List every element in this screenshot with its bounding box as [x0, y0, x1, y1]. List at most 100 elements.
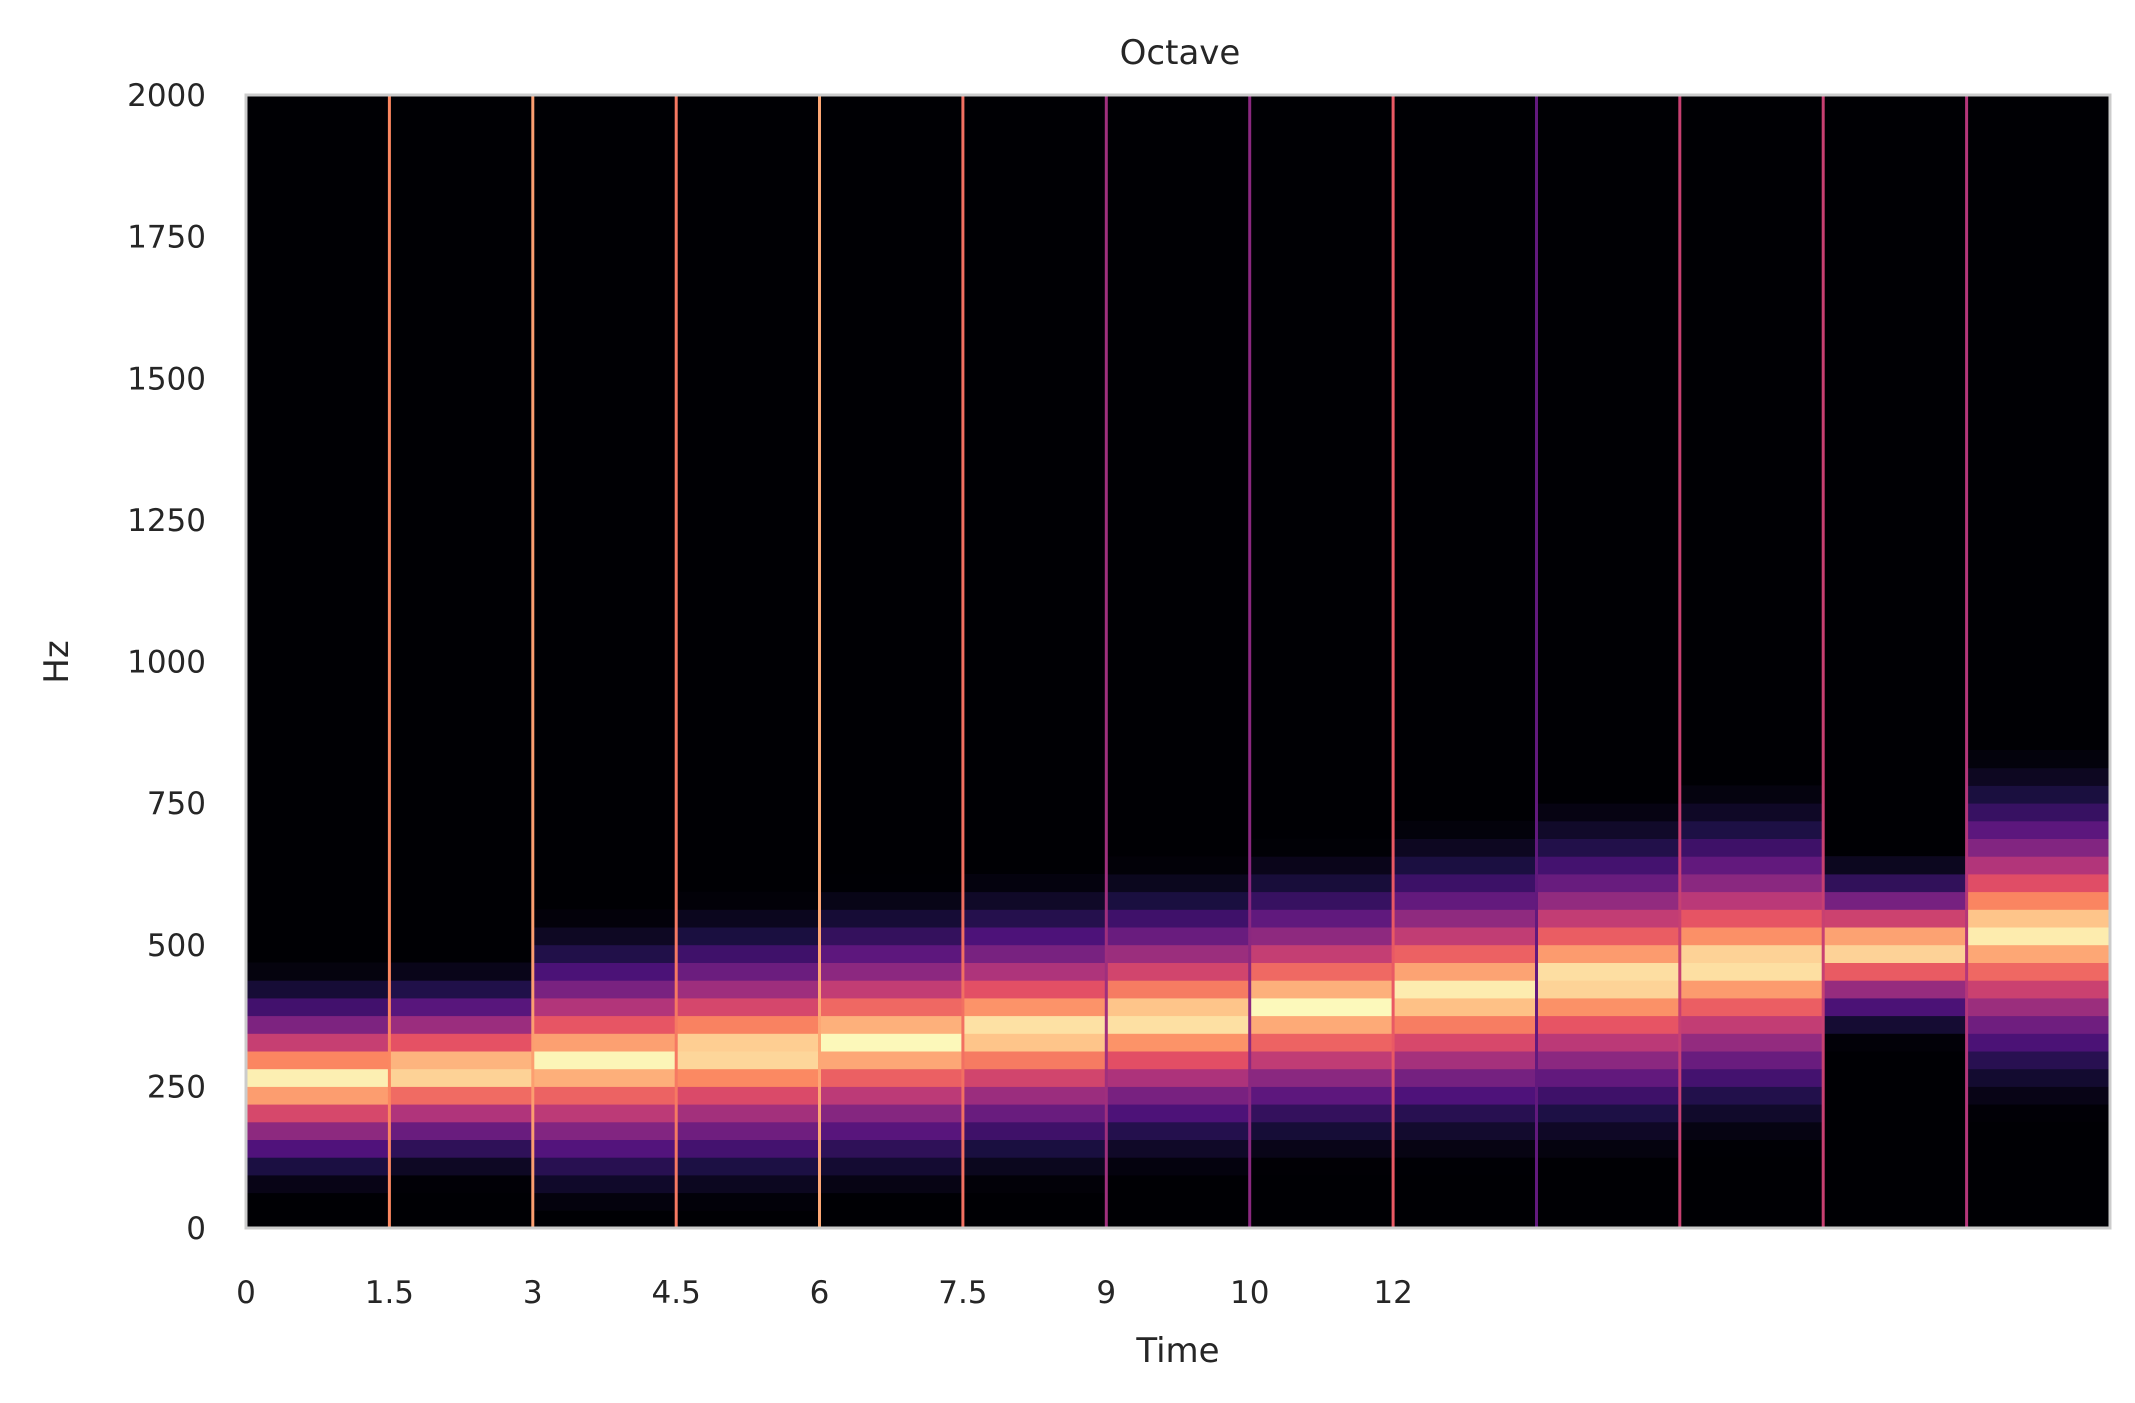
spectral-bin	[1823, 944, 1968, 963]
spectral-bin	[676, 962, 821, 981]
spectral-bin	[1249, 1015, 1394, 1034]
spectral-bin	[246, 1139, 390, 1158]
spectral-bin	[389, 1051, 534, 1070]
spectral-bin	[1393, 980, 1537, 999]
spectral-bin	[962, 1104, 1107, 1123]
spectral-bin	[1249, 997, 1394, 1017]
y-tick-label: 2000	[127, 78, 206, 114]
spectral-bin	[1393, 820, 1537, 839]
spectral-bin	[1679, 909, 1824, 928]
spectral-bin	[676, 1104, 821, 1123]
note-segment	[676, 891, 821, 1211]
spectral-bin	[246, 1068, 390, 1087]
spectral-bin	[246, 997, 390, 1017]
spectral-bin	[1106, 1068, 1251, 1087]
spectral-bin	[1679, 1068, 1824, 1087]
spectral-bin	[246, 1086, 390, 1105]
spectral-bin	[1966, 838, 2111, 857]
note-segment	[1106, 856, 1251, 1176]
spectral-bin	[676, 1121, 821, 1140]
spectral-bin	[1966, 980, 2111, 999]
spectral-bin	[1393, 1104, 1537, 1123]
spectral-bin	[819, 962, 964, 981]
note-segment	[962, 873, 1107, 1194]
spectral-bin	[676, 944, 821, 963]
spectral-bin	[1249, 980, 1394, 999]
spectral-bin	[819, 1139, 964, 1158]
spectral-bin	[1966, 909, 2111, 928]
spectral-bin	[1393, 891, 1537, 910]
spectral-bin	[532, 1015, 677, 1034]
spectral-bin	[532, 1139, 677, 1158]
spectral-bin	[1536, 838, 1681, 857]
spectral-bin	[1536, 927, 1681, 946]
y-tick-label: 1000	[127, 645, 206, 681]
spectral-bin	[676, 891, 821, 910]
spectral-bin	[1679, 980, 1824, 999]
spectral-bin	[1249, 891, 1394, 910]
spectral-bin	[1393, 1086, 1537, 1105]
spectral-bin	[1106, 1086, 1251, 1105]
spectral-bin	[246, 1121, 390, 1140]
spectral-bin	[1106, 944, 1251, 963]
y-axis-ticks: 0 250 500 750 1000 1250 1500 1750 2000	[127, 78, 206, 1247]
spectral-bin	[819, 997, 964, 1017]
spectral-bin	[676, 909, 821, 928]
spectral-bin	[1679, 1121, 1824, 1140]
spectral-bin	[1106, 873, 1251, 893]
spectral-bin	[819, 980, 964, 999]
spectral-bin	[1393, 856, 1537, 875]
spectral-bin	[1966, 1086, 2111, 1105]
spectral-bin	[532, 909, 677, 928]
spectral-bin	[1249, 873, 1394, 893]
spectral-bin	[1966, 1033, 2111, 1052]
spectral-bin	[1393, 1068, 1537, 1087]
spectral-bin	[1966, 997, 2111, 1017]
spectral-bin	[1536, 820, 1681, 839]
spectral-bin	[962, 1033, 1107, 1052]
spectral-bin	[1679, 1086, 1824, 1105]
spectral-bin	[246, 980, 390, 999]
spectral-bin	[1966, 927, 2111, 946]
spectral-bin	[819, 873, 964, 893]
note-segment	[532, 909, 677, 1211]
spectral-bin	[1679, 1051, 1824, 1070]
spectral-bin	[1966, 803, 2111, 822]
spectral-bin	[532, 1192, 677, 1211]
spectral-bin	[1679, 997, 1824, 1017]
spectral-bin	[389, 980, 534, 999]
spectral-bin	[676, 1015, 821, 1034]
spectral-bin	[1106, 1033, 1251, 1052]
spectral-bin	[1536, 1033, 1681, 1052]
spectral-bin	[389, 1157, 534, 1176]
spectral-bin	[1823, 856, 1968, 875]
x-tick-label: 0	[236, 1275, 256, 1311]
note-segment	[1393, 820, 1537, 1176]
x-tick-label: 12	[1373, 1275, 1412, 1311]
chart-title: Octave	[1120, 33, 1241, 73]
spectral-bin	[1249, 856, 1394, 875]
spectral-bin	[532, 1051, 677, 1070]
x-tick-label: 6	[810, 1275, 830, 1311]
spectral-bin	[1106, 1015, 1251, 1034]
spectral-bin	[1966, 944, 2111, 963]
spectral-bin	[1249, 1104, 1394, 1123]
spectral-bin	[1393, 944, 1537, 963]
spectral-bin	[819, 1174, 964, 1194]
spectral-bin	[1393, 1121, 1537, 1140]
spectral-bin	[389, 1015, 534, 1034]
spectral-bin	[1966, 1051, 2111, 1070]
spectral-bin	[1536, 1104, 1681, 1123]
spectral-bin	[962, 1139, 1107, 1158]
spectral-bin	[389, 1121, 534, 1140]
x-axis-ticks: 0 1.5 3 4.5 6 7.5 9 10 12	[236, 1275, 1413, 1311]
spectral-bin	[1249, 944, 1394, 963]
spectral-bin	[532, 927, 677, 946]
spectral-bin	[962, 909, 1107, 928]
spectral-bin	[819, 1157, 964, 1176]
x-tick-label: 1.5	[365, 1275, 414, 1311]
spectral-bin	[962, 1174, 1107, 1194]
spectral-bin	[1536, 944, 1681, 963]
spectral-bin	[1249, 1033, 1394, 1052]
